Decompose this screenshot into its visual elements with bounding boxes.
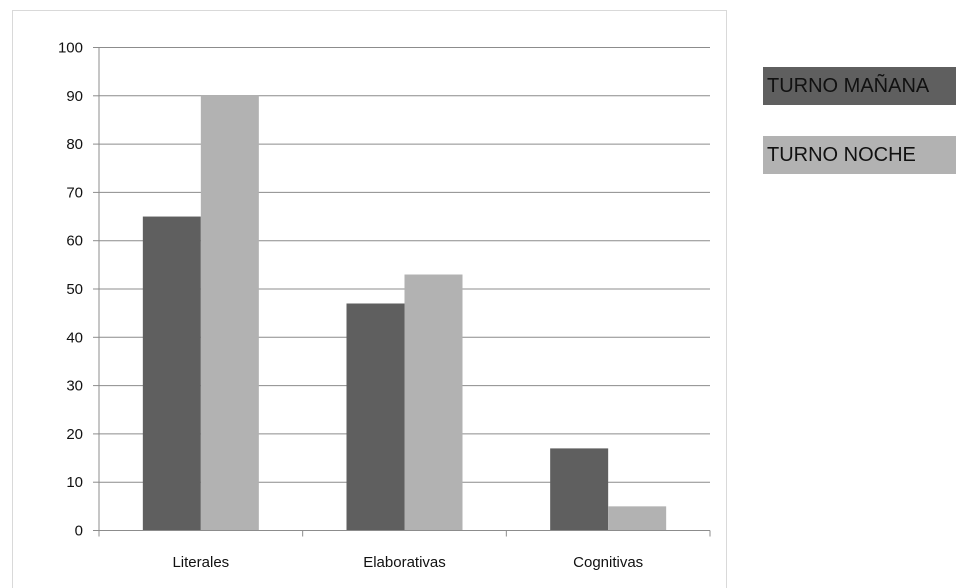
y-tick-label-60: 60 xyxy=(66,233,83,250)
axes xyxy=(98,47,711,537)
y-tick-label-40: 40 xyxy=(66,329,83,346)
legend-label: TURNO MAÑANA xyxy=(767,74,930,97)
y-tick-label-70: 70 xyxy=(66,184,83,201)
bar-cognitivas-turno-noche xyxy=(608,506,667,531)
y-tick-label-0: 0 xyxy=(75,523,83,540)
legend-item-turno-noche: TURNO NOCHE xyxy=(763,136,956,174)
bar-cognitivas-turno-manana xyxy=(550,448,609,531)
y-tick-label-20: 20 xyxy=(66,426,83,443)
bar-literales-turno-manana xyxy=(142,216,201,531)
chart-frame xyxy=(12,10,727,588)
bar-elaborativas-turno-manana xyxy=(346,303,405,531)
legend-item-turno-manana: TURNO MAÑANA xyxy=(763,67,956,105)
legend-label: TURNO NOCHE xyxy=(767,143,916,166)
bar-chart: 0 10 20 30 40 50 60 70 80 90 100 Literales Elaborat… xyxy=(58,40,711,571)
bar-elaborativas-turno-noche xyxy=(404,274,463,531)
y-tick-label-30: 30 xyxy=(66,378,83,395)
y-tick-label-10: 10 xyxy=(66,474,83,491)
x-label-cognitivas: Cognitivas xyxy=(573,554,643,571)
y-tick-labels: 0 10 20 30 40 50 60 70 80 90 100 xyxy=(58,40,83,540)
x-label-elaborativas: Elaborativas xyxy=(363,554,446,571)
y-tick-label-90: 90 xyxy=(66,88,83,105)
bars xyxy=(142,95,667,531)
y-tick-label-80: 80 xyxy=(66,136,83,153)
y-tick-label-100: 100 xyxy=(58,40,83,57)
y-tick-label-50: 50 xyxy=(66,281,83,298)
bar-literales-turno-noche xyxy=(200,95,259,531)
x-category-labels: Literales Elaborativas Cognitivas xyxy=(172,554,643,571)
x-label-literales: Literales xyxy=(172,554,229,571)
